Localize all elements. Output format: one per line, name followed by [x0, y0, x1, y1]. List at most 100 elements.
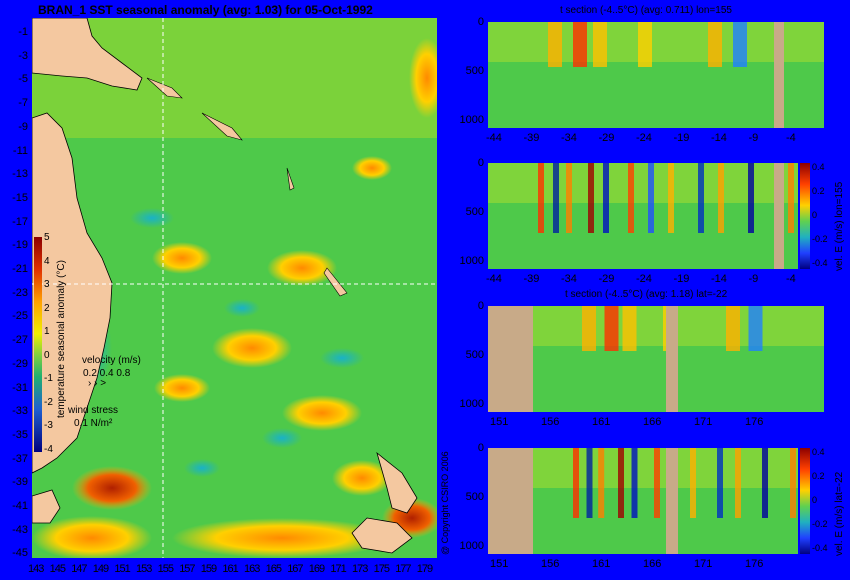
- longitude-tick: 171: [694, 416, 713, 428]
- latitude-label: -13: [12, 168, 28, 181]
- longitude-tick: 166: [643, 416, 662, 428]
- latitude-tick: -34: [561, 273, 577, 285]
- latitude-label: -5: [18, 73, 28, 86]
- velocity-colorbar-tick: 0.4: [812, 162, 825, 172]
- longitude-tick: 161: [592, 416, 611, 428]
- land-tasmania: [32, 489, 61, 524]
- velocity-colorbar-label: vel. E (m/s) lon=155: [834, 181, 845, 271]
- longitude-label: 147: [71, 563, 87, 575]
- velocity-colorbar-tick: -0.2: [812, 519, 828, 529]
- sst-colorbar: [34, 237, 42, 452]
- colorbar-tick: 1: [44, 326, 50, 337]
- colorbar-tick: -2: [44, 396, 53, 408]
- latitude-tick: -39: [523, 273, 540, 285]
- latitude-label: -39: [12, 476, 28, 489]
- latitude-tick: -9: [748, 273, 759, 285]
- longitude-label: 157: [179, 563, 195, 575]
- longitude-label: 145: [49, 563, 66, 575]
- depth-label: 0: [477, 442, 484, 454]
- longitude-label: 151: [114, 563, 130, 575]
- latitude-label: -45: [12, 547, 28, 560]
- longitude-label: 171: [330, 563, 346, 575]
- longitude-tick: 156: [541, 416, 560, 428]
- latitude-tick: -39: [523, 132, 540, 144]
- velocity-label: velocity (m/s): [82, 355, 141, 366]
- latitude-label: -31: [12, 381, 28, 394]
- velocity-colorbar-tick: -0.2: [812, 234, 828, 244]
- longitude-tick: 171: [694, 558, 713, 570]
- section-title: t section (-4..5°C) (avg: 1.18) lat=-22: [565, 289, 728, 300]
- latitude-label: -29: [12, 357, 28, 370]
- latitude-tick: -44: [486, 132, 502, 144]
- latitude-label: -37: [12, 452, 28, 465]
- depth-label: 1000: [459, 540, 484, 552]
- velocity-colorbar-tick: -0.4: [812, 543, 828, 553]
- longitude-tick: 151: [490, 558, 509, 570]
- latitude-tick: -34: [561, 132, 577, 144]
- velocity-arrows: › › >: [88, 378, 107, 389]
- velocity-colorbar-tick: 0.2: [812, 471, 825, 481]
- depth-label: 500: [465, 349, 484, 361]
- latitude-tick: -24: [636, 273, 652, 285]
- depth-label: 1000: [459, 114, 484, 126]
- latitude-tick: -44: [486, 273, 502, 285]
- longitude-label: 143: [28, 563, 44, 575]
- longitude-tick: 156: [541, 558, 560, 570]
- longitude-tick: 161: [592, 558, 611, 570]
- colorbar-tick: 5: [44, 232, 50, 243]
- latitude-label: -1: [18, 26, 28, 38]
- latitude-tick: -29: [598, 273, 615, 285]
- depth-label: 0: [477, 16, 484, 28]
- latitude-label: -3: [18, 49, 28, 62]
- velocity-colorbar-tick: 0: [812, 495, 818, 505]
- latitude-tick: -24: [636, 132, 652, 144]
- wind-stress-scale: 0.1 N/m²: [74, 418, 113, 429]
- depth-label: 500: [465, 491, 484, 503]
- latitude-tick: -19: [673, 273, 690, 285]
- latitude-label: -21: [12, 263, 28, 275]
- latitude-label: -27: [12, 334, 28, 347]
- longitude-label: 155: [157, 563, 174, 575]
- colorbar-tick: -1: [44, 373, 53, 384]
- depth-label: 0: [477, 300, 484, 312]
- latitude-label: -25: [12, 310, 28, 323]
- velocity-colorbar-tick: 0.4: [812, 447, 825, 457]
- latitude-label: -19: [12, 239, 28, 252]
- latitude-label: -11: [12, 144, 28, 157]
- longitude-tick: 176: [745, 416, 764, 428]
- longitude-label: 173: [352, 563, 368, 575]
- velocity-section: [488, 163, 798, 269]
- latitude-label: -17: [12, 215, 28, 228]
- latitude-label: -9: [18, 120, 28, 133]
- velocity-colorbar: [800, 163, 810, 269]
- velocity-colorbar-tick: 0: [812, 210, 818, 220]
- depth-label: 1000: [459, 398, 484, 410]
- velocity-colorbar-tick: 0.2: [812, 186, 825, 196]
- longitude-label: 175: [373, 563, 390, 575]
- land-new-guinea: [32, 18, 143, 91]
- wind-stress-label: wind stress: [68, 405, 119, 416]
- longitude-tick: 151: [490, 416, 509, 428]
- longitude-label: 159: [200, 563, 217, 575]
- colorbar-label: temperature seasonal anomaly (°C): [56, 260, 67, 418]
- latitude-label: -35: [12, 428, 28, 441]
- depth-label: 0: [477, 157, 484, 169]
- latitude-tick: -14: [711, 132, 727, 144]
- latitude-tick: -4: [786, 132, 796, 144]
- latitude-tick: -19: [673, 132, 690, 144]
- section-title: t section (-4..5°C) (avg: 0.711) lon=155: [560, 5, 732, 16]
- colorbar-tick: 0: [44, 349, 50, 361]
- land-new-zealand: [376, 451, 418, 514]
- colorbar-tick: 4: [44, 255, 50, 267]
- longitude-label: 163: [244, 563, 260, 575]
- longitude-tick: 176: [745, 558, 764, 570]
- depth-label: 500: [465, 206, 484, 218]
- temperature-section: [488, 22, 824, 128]
- latitude-label: -33: [12, 405, 28, 418]
- latitude-tick: -14: [711, 273, 727, 285]
- latitude-label: -43: [12, 523, 28, 536]
- longitude-label: 153: [136, 563, 152, 575]
- longitude-label: 179: [416, 563, 433, 575]
- longitude-label: 161: [222, 563, 238, 575]
- latitude-label: -15: [12, 191, 28, 204]
